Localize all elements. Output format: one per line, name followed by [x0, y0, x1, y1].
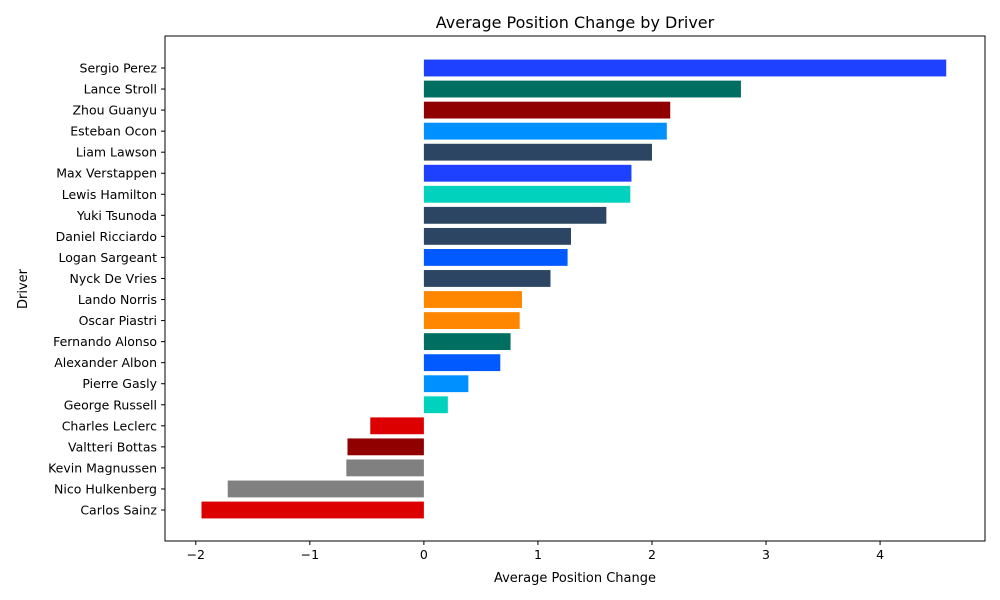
y-tick-label: Esteban Ocon — [70, 124, 157, 139]
bar-esteban-ocon — [423, 122, 667, 140]
bar-zhou-guanyu — [423, 101, 671, 119]
y-tick-label: Logan Sargeant — [58, 250, 157, 265]
y-tick-label: Lando Norris — [78, 292, 157, 307]
bar-liam-lawson — [423, 143, 652, 161]
y-tick-label: Max Verstappen — [56, 166, 157, 181]
bars-layer — [201, 59, 947, 519]
x-tick-label: −2 — [187, 547, 205, 562]
y-tick-label: Valtteri Bottas — [68, 439, 157, 454]
y-tick-label: Fernando Alonso — [53, 334, 157, 349]
x-tick-label: 2 — [648, 547, 656, 562]
y-tick-label: Oscar Piastri — [79, 313, 157, 328]
bar-logan-sargeant — [423, 249, 568, 266]
y-tick-label: Zhou Guanyu — [72, 103, 157, 118]
bar-pierre-gasly — [423, 375, 469, 393]
y-tick-label: Yuki Tsunoda — [76, 208, 157, 223]
x-axis-label: Average Position Change — [494, 571, 656, 586]
y-axis-ticks: Sergio Perez Lance Stroll Zhou Guanyu Esteb… — [48, 61, 165, 518]
y-tick-label: Lewis Hamilton — [62, 187, 157, 202]
bar-lance-stroll — [423, 80, 741, 98]
x-tick-label: 3 — [762, 547, 770, 562]
bar-sergio-perez — [423, 59, 947, 77]
bar-lando-norris — [423, 291, 522, 308]
y-tick-label: Liam Lawson — [76, 145, 157, 160]
y-tick-label: Alexander Albon — [54, 355, 157, 370]
bar-max-verstappen — [423, 164, 632, 182]
bar-daniel-ricciardo — [423, 227, 572, 245]
bar-oscar-piastri — [423, 312, 520, 329]
bar-nyck-de-vries — [423, 270, 551, 287]
y-tick-label: Charles Leclerc — [62, 418, 157, 433]
bar-valtteri-bottas — [347, 438, 424, 456]
y-tick-label: Daniel Ricciardo — [56, 229, 157, 244]
bar-carlos-sainz — [201, 501, 424, 519]
x-tick-label: 0 — [420, 547, 428, 562]
y-tick-label: Sergio Perez — [80, 61, 158, 76]
x-tick-label: −1 — [301, 547, 319, 562]
bar-charles-leclerc — [370, 417, 424, 435]
bar-lewis-hamilton — [423, 185, 631, 203]
y-axis-label: Driver — [16, 268, 31, 309]
bar-fernando-alonso — [423, 333, 511, 351]
x-tick-label: 1 — [534, 547, 542, 562]
bar-nico-hulkenberg — [227, 480, 424, 498]
y-tick-label: George Russell — [64, 397, 157, 412]
bar-alexander-albon — [423, 354, 501, 372]
bar-yuki-tsunoda — [423, 206, 607, 224]
bar-kevin-magnussen — [346, 459, 424, 477]
x-axis-ticks: −2 −1 0 1 2 3 4 — [187, 541, 884, 562]
y-tick-label: Kevin Magnussen — [48, 460, 157, 475]
y-tick-label: Pierre Gasly — [82, 376, 157, 391]
y-tick-label: Nico Hulkenberg — [54, 481, 157, 496]
chart-title: Average Position Change by Driver — [436, 13, 715, 32]
y-tick-label: Nyck De Vries — [70, 271, 158, 286]
bar-george-russell — [423, 396, 448, 414]
plot-frame — [164, 35, 986, 542]
x-tick-label: 4 — [876, 547, 884, 562]
y-tick-label: Carlos Sainz — [80, 503, 157, 518]
y-tick-label: Lance Stroll — [84, 82, 157, 97]
